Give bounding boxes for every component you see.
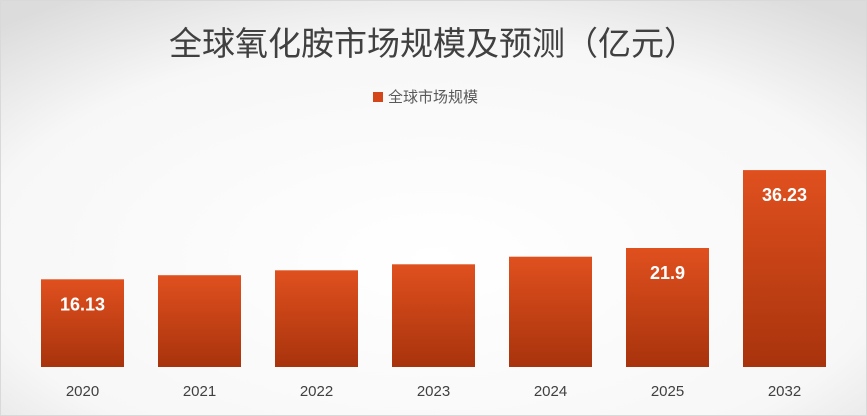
bar-2025 xyxy=(626,248,709,367)
bar-2023 xyxy=(392,264,475,367)
legend: 全球市场规模 xyxy=(373,88,478,106)
x-tick-2021: 2021 xyxy=(183,383,216,400)
legend-swatch xyxy=(373,92,383,102)
x-tick-2020: 2020 xyxy=(66,383,99,400)
chart-title: 全球氧化胺市场规模及预测（亿元） xyxy=(169,24,697,63)
bar-2020 xyxy=(41,279,124,367)
data-label-2032: 36.23 xyxy=(762,185,807,205)
legend-label: 全球市场规模 xyxy=(388,88,478,106)
x-tick-2023: 2023 xyxy=(417,383,450,400)
x-tick-2024: 2024 xyxy=(534,383,567,400)
x-axis-ticks: 2020 2021 2022 2023 2024 2025 2032 xyxy=(66,383,801,400)
data-label-2025: 21.9 xyxy=(650,263,685,283)
data-labels-group: 16.13 21.9 36.23 xyxy=(60,185,807,314)
data-label-2020: 16.13 xyxy=(60,294,105,314)
x-tick-2025: 2025 xyxy=(651,383,684,400)
bar-2021 xyxy=(158,275,241,367)
x-tick-2022: 2022 xyxy=(300,383,333,400)
bars-group xyxy=(41,170,826,367)
bar-2032 xyxy=(743,170,826,367)
bar-2022 xyxy=(275,270,358,367)
bar-2024 xyxy=(509,256,592,367)
x-tick-2032: 2032 xyxy=(768,383,801,400)
